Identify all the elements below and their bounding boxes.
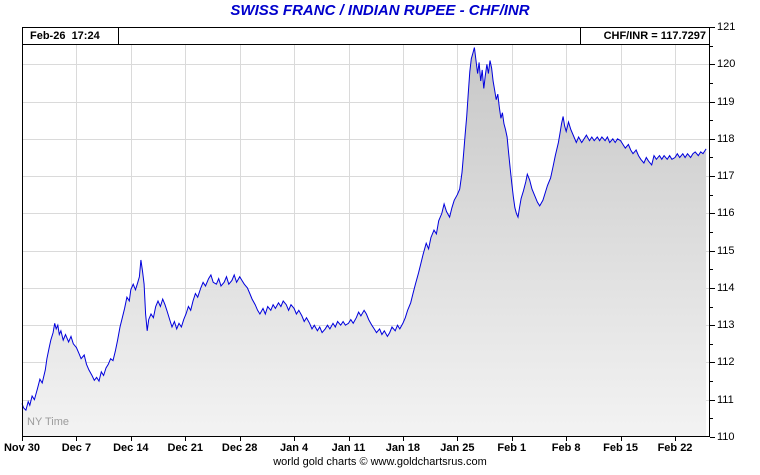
x-axis-label: Jan 11 — [331, 442, 366, 454]
x-axis-label: Feb 1 — [497, 442, 527, 454]
chart-border — [22, 27, 710, 437]
x-axis-label: Dec 28 — [221, 442, 258, 454]
x-axis-label: Feb 22 — [657, 442, 693, 454]
x-axis-label: Jan 18 — [385, 442, 421, 454]
attribution-text: world gold charts © www.goldchartsrus.co… — [273, 456, 487, 468]
timezone-label: NY Time — [27, 416, 69, 428]
x-axis-label: Dec 21 — [167, 442, 203, 454]
x-axis-label: Jan 25 — [440, 442, 475, 454]
x-axis-label: Feb 8 — [551, 442, 581, 454]
axis-ticks — [22, 27, 715, 441]
chart-timestamp-label: Feb-26 17:24 — [30, 30, 100, 42]
x-axis: Nov 30 Dec 7 Dec 14 Dec 21 Dec 28 Jan 4 Jan 11… — [0, 442, 760, 456]
price-line — [21, 47, 707, 412]
x-axis-label: Jan 4 — [280, 442, 309, 454]
chart-title: SWISS FRANC / INDIAN RUPEE - CHF/INR — [230, 2, 530, 19]
x-axis-label: Nov 30 — [3, 442, 41, 454]
current-quote-label: CHF/INR = 117.7297 — [603, 30, 706, 42]
x-axis-label: Dec 14 — [113, 442, 149, 454]
x-axis-label: Feb 15 — [603, 442, 639, 454]
area-fill — [22, 47, 707, 437]
x-axis-label: Dec 7 — [61, 442, 92, 454]
